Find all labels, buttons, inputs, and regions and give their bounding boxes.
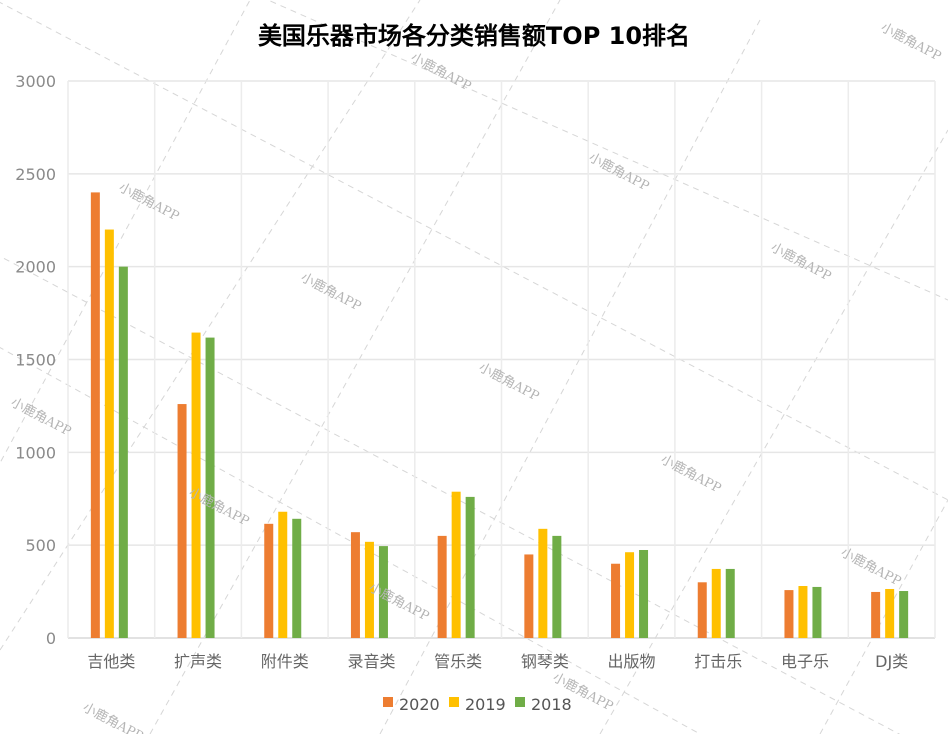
y-axis: 0 500 1000 1500 2000 2500 3000	[15, 72, 56, 648]
bar-2019-DJ类	[885, 588, 895, 638]
bar-2020-扩声类	[177, 404, 187, 638]
bar-2019-附件类	[278, 511, 288, 638]
bar-2018-附件类	[292, 518, 302, 638]
x-tick-label: DJ类	[875, 652, 908, 671]
watermark-text: 小鹿角APP	[366, 579, 432, 624]
y-tick-label: 3000	[15, 72, 56, 91]
bar-2018-打击乐	[725, 568, 735, 638]
legend-swatch	[449, 697, 459, 707]
legend-label: 2020	[399, 695, 440, 714]
bars	[90, 192, 909, 639]
bar-2019-管乐类	[451, 491, 461, 638]
watermark-line	[0, 1, 948, 501]
y-tick-label: 1000	[15, 443, 56, 462]
legend-label: 2018	[531, 695, 572, 714]
bar-2020-录音类	[350, 532, 360, 638]
bar-2019-钢琴类	[538, 528, 548, 638]
watermark-text: 小鹿角APP	[878, 19, 944, 64]
bar-2018-钢琴类	[552, 535, 562, 638]
bar-2019-出版物	[625, 552, 635, 638]
x-tick-label: 出版物	[608, 652, 656, 671]
bar-2019-吉他类	[104, 229, 114, 639]
watermark-line	[599, 129, 948, 734]
bar-2020-吉他类	[90, 192, 100, 638]
watermark-line	[0, 255, 901, 734]
legend: 2020 2019 2018	[383, 695, 572, 714]
x-tick-label: 附件类	[261, 652, 309, 671]
bar-2019-扩声类	[191, 332, 201, 638]
x-tick-label: 扩声类	[174, 652, 222, 671]
y-tick-label: 500	[25, 536, 56, 555]
bar-2020-出版物	[611, 563, 621, 638]
watermark-text: 小鹿角APP	[768, 239, 834, 284]
watermark-line	[149, 0, 561, 734]
bar-2018-电子乐	[812, 586, 822, 638]
bar-2018-管乐类	[465, 496, 475, 638]
bar-2019-录音类	[364, 541, 374, 638]
x-tick-label: 录音类	[347, 652, 395, 671]
bar-2018-出版物	[639, 549, 649, 638]
bar-2018-扩声类	[205, 337, 215, 638]
legend-swatch	[515, 697, 525, 707]
y-tick-label: 2000	[15, 258, 56, 277]
watermark-line	[0, 0, 251, 465]
y-tick-label: 2500	[15, 165, 56, 184]
x-tick-label: 管乐类	[434, 652, 482, 671]
bar-2019-电子乐	[798, 586, 808, 638]
y-tick-label: 1500	[15, 351, 56, 370]
watermark-line	[819, 499, 948, 734]
watermark-text: 小鹿角APP	[408, 49, 474, 94]
legend-label: 2019	[465, 695, 506, 714]
watermark-text: 小鹿角APP	[586, 149, 652, 194]
x-tick-label: 打击乐	[694, 652, 742, 671]
bar-2020-电子乐	[784, 590, 794, 638]
y-tick-label: 0	[46, 629, 56, 648]
bar-2020-打击乐	[697, 582, 707, 638]
chart-title: 美国乐器市场各分类销售额TOP 10排名	[258, 22, 690, 50]
x-tick-label: 电子乐	[781, 652, 829, 671]
x-tick-label: 钢琴类	[521, 652, 569, 671]
bar-2020-附件类	[264, 523, 274, 638]
x-axis: 吉他类 扩声类 附件类 录音类 管乐类 钢琴类 出版物 打击乐 电子乐 DJ类	[87, 652, 908, 671]
x-tick-label: 吉他类	[87, 652, 135, 671]
bar-2019-打击乐	[711, 568, 721, 638]
bar-2020-DJ类	[871, 591, 881, 638]
legend-swatch	[383, 697, 393, 707]
bar-2018-吉他类	[118, 266, 128, 638]
watermark-line	[0, 0, 421, 651]
watermark-text: 小鹿角APP	[298, 269, 364, 314]
watermark-text: 小鹿角APP	[476, 359, 542, 404]
bar-2018-录音类	[378, 546, 388, 638]
watermark-text: 小鹿角APP	[80, 699, 146, 734]
watermark-text: 小鹿角APP	[658, 451, 724, 496]
watermark-text: 小鹿角APP	[8, 394, 74, 439]
bar-2018-DJ类	[899, 591, 909, 638]
bar-2020-管乐类	[437, 535, 447, 638]
bar-2020-钢琴类	[524, 554, 534, 638]
watermark-line	[266, 0, 948, 301]
